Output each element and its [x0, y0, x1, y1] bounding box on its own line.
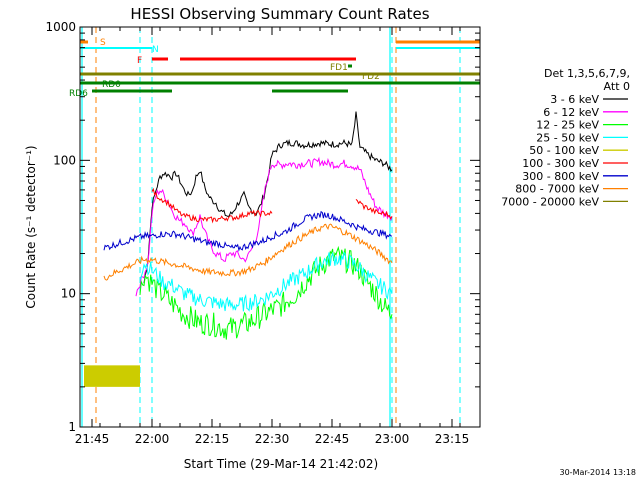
legend-label-4: 50 - 100 keV — [529, 144, 599, 157]
flag-label-rd6: RD6 — [69, 89, 88, 99]
flag-label-fd2: FD2 — [362, 72, 380, 82]
chart-title: HESSI Observing Summary Count Rates — [130, 5, 429, 23]
series-6-12-kev-line — [135, 156, 393, 297]
legend-label-1: 6 - 12 keV — [543, 106, 599, 119]
plot-area: S NF FD1 FD2 RD0 RD6 — [69, 27, 480, 427]
y-axis-label: Count Rate (s⁻¹ detector⁻¹) — [24, 145, 38, 308]
x-tick-label-6: 23:15 — [435, 432, 470, 446]
x-tick-label-4: 22:45 — [315, 432, 350, 446]
y-tick-label-2: 100 — [53, 153, 76, 167]
x-tick-label-3: 22:30 — [255, 432, 290, 446]
flag-label-s: S — [100, 38, 106, 48]
axes: 21:45 22:00 22:15 22:30 22:45 23:00 23:15 1 10 10… — [45, 20, 481, 446]
legend-label-3: 25 - 50 keV — [536, 131, 599, 144]
x-axis-label: Start Time (29-Mar-14 21:42:02) — [184, 457, 378, 471]
legend-label-6: 300 - 800 keV — [522, 170, 599, 183]
flag-label-n: N — [152, 45, 159, 55]
legend-header-0: Det 1,3,5,6,7,9, — [544, 67, 630, 80]
x-tick-label-5: 23:00 — [375, 432, 410, 446]
series-300-800-kev-line — [103, 210, 393, 252]
series-3-6-kev-line — [143, 111, 393, 284]
x-tick-label-0: 21:45 — [75, 432, 110, 446]
timestamp: 30-Mar-2014 13:18 — [560, 468, 637, 477]
legend-label-2: 12 - 25 keV — [536, 119, 599, 132]
x-tick-label-2: 22:15 — [195, 432, 230, 446]
legend-label-7: 800 - 7000 keV — [515, 183, 599, 196]
x-tick-label-1: 22:00 — [135, 432, 170, 446]
legend-label-5: 100 - 300 keV — [522, 157, 599, 170]
y-tick-label-1: 10 — [61, 287, 76, 301]
flag-label-f: F — [137, 56, 142, 66]
flag-label-fd1: FD1 — [330, 63, 348, 73]
flag-label-rd0: RD0 — [102, 80, 121, 90]
legend-label-0: 3 - 6 keV — [550, 93, 599, 106]
series-25-50-kev-line — [139, 251, 393, 312]
series-100-300-kev-line-2 — [355, 198, 393, 220]
y-tick-label-0: 1 — [68, 420, 76, 434]
plot-frame — [79, 26, 481, 428]
legend-header-1: Att 0 — [604, 80, 630, 93]
series-800-7000-kev-line — [103, 223, 393, 281]
series-100-300-kev-line — [151, 187, 273, 224]
series-50-100-kev-line — [84, 365, 140, 387]
y-tick-label-3: 1000 — [45, 20, 76, 34]
legend-label-8: 7000 - 20000 keV — [501, 195, 599, 208]
